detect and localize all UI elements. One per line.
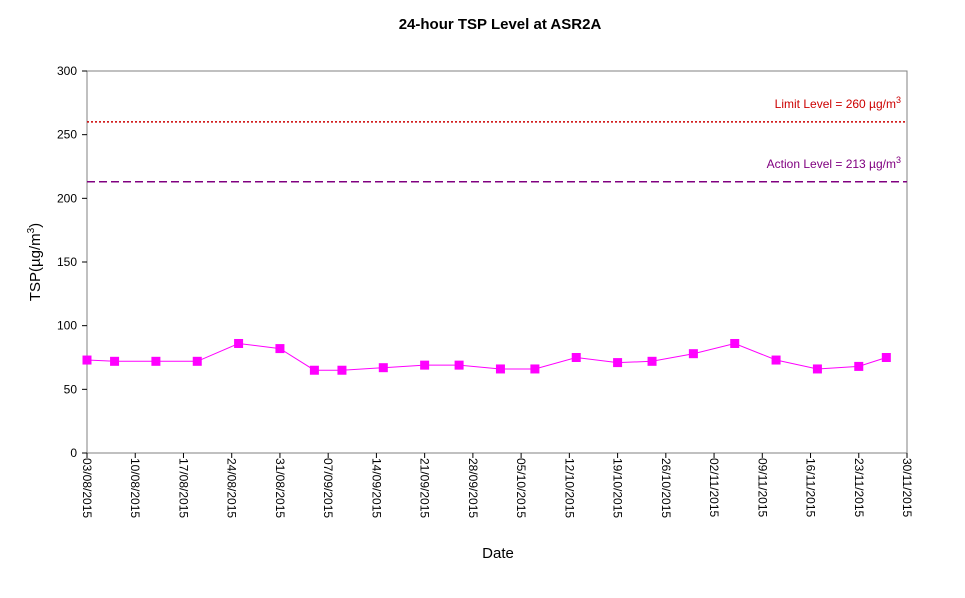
y-tick-label: 100	[57, 319, 77, 333]
y-axis: 0 50 100 150 200 250 300	[57, 64, 87, 460]
y-tick-label: 250	[57, 128, 77, 142]
x-tick-label: 07/09/2015	[321, 458, 335, 518]
y-tick-label: 200	[57, 191, 77, 205]
data-point-marker	[730, 338, 740, 348]
x-tick-label: 10/08/2015	[128, 458, 142, 518]
data-point-marker	[454, 360, 464, 370]
x-tick-label: 26/10/2015	[659, 458, 673, 518]
data-point-marker	[420, 360, 430, 370]
data-point-marker	[151, 356, 161, 366]
series-tsp	[82, 338, 891, 375]
x-tick-label: 31/08/2015	[273, 458, 287, 518]
data-point-marker	[881, 353, 891, 362]
limit-level-label: Limit Level = 260 µg/m3	[775, 95, 901, 111]
x-tick-label: 17/08/2015	[176, 458, 190, 518]
data-point-marker	[378, 363, 388, 373]
x-tick-label: 21/09/2015	[418, 458, 432, 518]
x-tick-label: 16/11/2015	[804, 458, 818, 517]
x-tick-label: 09/11/2015	[755, 458, 769, 517]
x-tick-label: 28/09/2015	[466, 458, 480, 518]
data-point-marker	[530, 364, 540, 374]
data-point-marker	[771, 355, 781, 365]
plot-area-frame	[86, 70, 908, 454]
data-point-marker	[571, 353, 581, 362]
x-tick-label: 03/08/2015	[80, 458, 94, 518]
y-tick-label: 150	[57, 255, 77, 269]
data-point-marker	[647, 356, 657, 366]
x-tick-label: 23/11/2015	[852, 458, 866, 517]
data-point-marker	[812, 364, 822, 374]
data-point-marker	[854, 361, 864, 371]
x-tick-label: 05/10/2015	[514, 458, 528, 518]
y-axis-label: TSP(µg/m3)	[26, 223, 44, 301]
data-point-marker	[192, 356, 202, 366]
x-tick-label: 12/10/2015	[562, 458, 576, 518]
y-tick-label: 0	[70, 446, 77, 460]
chart-title: 24-hour TSP Level at ASR2A	[399, 16, 602, 33]
series-line	[86, 342, 887, 371]
y-tick-label: 50	[64, 382, 78, 396]
y-tick-label: 300	[57, 64, 77, 78]
x-tick-label: 19/10/2015	[611, 458, 625, 518]
reference-lines: Limit Level = 260 µg/m3 Action Level = 21…	[87, 95, 907, 183]
data-point-marker	[337, 365, 347, 375]
x-axis: 03/08/2015 10/08/2015 17/08/2015 24/08/2015…	[80, 453, 914, 518]
data-point-marker	[688, 349, 698, 359]
data-point-marker	[234, 338, 244, 348]
data-point-marker	[110, 356, 120, 366]
data-point-marker	[495, 364, 505, 374]
x-tick-label: 02/11/2015	[707, 458, 721, 517]
data-point-marker	[82, 355, 92, 365]
x-tick-label: 14/09/2015	[369, 458, 383, 518]
x-axis-label: Date	[482, 545, 514, 562]
x-tick-label: 24/08/2015	[225, 458, 239, 518]
action-level-label: Action Level = 213 µg/m3	[767, 155, 901, 171]
data-point-marker	[613, 358, 623, 368]
data-point-marker	[309, 365, 319, 375]
x-tick-label: 30/11/2015	[900, 458, 914, 517]
data-point-marker	[275, 344, 285, 354]
